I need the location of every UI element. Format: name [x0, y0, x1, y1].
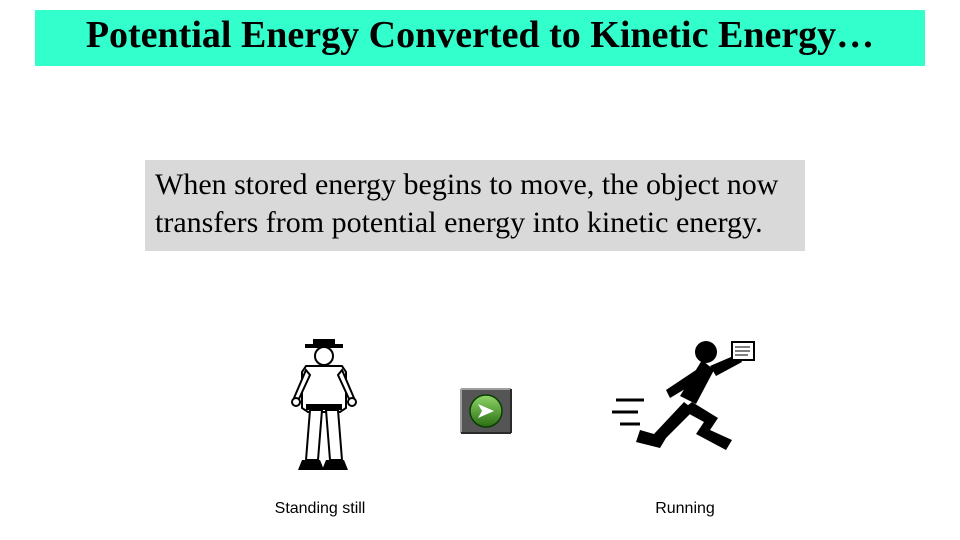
caption-running: Running	[610, 500, 760, 518]
standing-person-icon	[255, 330, 385, 480]
slide-body-text: When stored energy begins to move, the o…	[145, 160, 805, 251]
figure-row: Standing still Running	[150, 330, 810, 540]
running-person-icon	[610, 330, 760, 480]
arrow-right-icon	[460, 388, 512, 434]
slide-title: Potential Energy Converted to Kinetic En…	[35, 10, 925, 66]
caption-standing: Standing still	[245, 500, 395, 518]
